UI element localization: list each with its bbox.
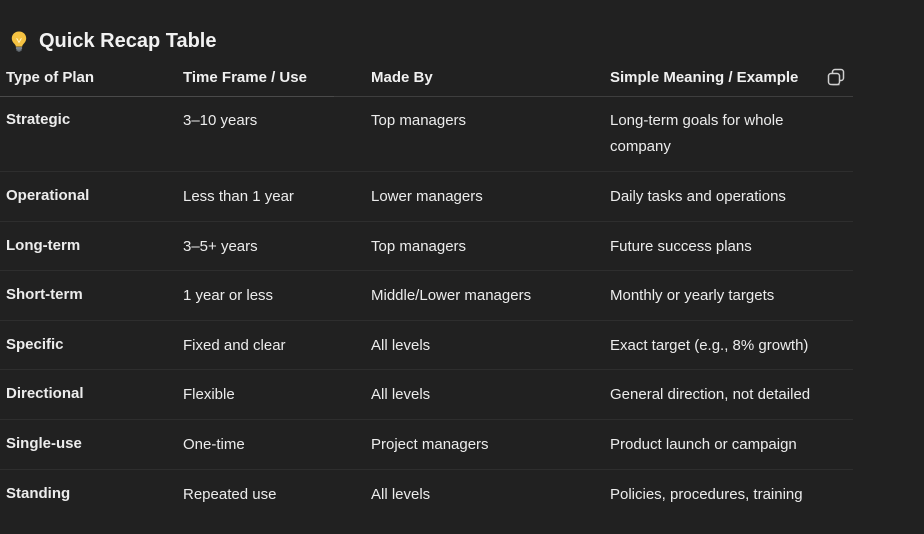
row-divider [0, 419, 853, 420]
cell-time-frame: Repeated use [183, 486, 277, 503]
header-divider-left [0, 96, 334, 97]
cell-meaning: Daily tasks and operations [610, 188, 786, 205]
row-divider [0, 171, 853, 172]
cell-meaning: Exact target (e.g., 8% growth) [610, 337, 809, 354]
column-header-made-by: Made By [371, 69, 433, 86]
table-row: Directional Flexible All levels General dir… [0, 370, 860, 420]
cell-meaning: Long-term goals for whole company [610, 112, 784, 155]
copy-icon[interactable] [826, 67, 846, 87]
column-header-meaning: Simple Meaning / Example [610, 69, 799, 86]
column-header-type: Type of Plan [6, 69, 95, 86]
table-body: Strategic 3–10 years Top managers Long-term… [0, 96, 860, 520]
table-row: Operational Less than 1 year Lower manager… [0, 172, 860, 222]
cell-type: Operational [6, 187, 90, 204]
cell-time-frame: 3–5+ years [183, 238, 258, 255]
header-divider-right [334, 96, 853, 97]
cell-made-by: Top managers [371, 112, 467, 129]
table-row: Standing Repeated use All levels Policies, … [0, 470, 860, 520]
cell-made-by: Top managers [371, 238, 467, 255]
table-row: Long-term 3–5+ years Top managers Future su… [0, 222, 860, 271]
lightbulb-icon [11, 31, 27, 52]
cell-type: Standing [6, 485, 71, 502]
cell-time-frame: 1 year or less [183, 287, 274, 304]
cell-time-frame: Less than 1 year [183, 188, 294, 205]
cell-time-frame: Fixed and clear [183, 337, 286, 354]
cell-made-by: Lower managers [371, 188, 483, 205]
cell-type: Single-use [6, 435, 82, 452]
table-header: Type of Plan Time Frame / Use Made By Si… [0, 60, 860, 97]
table-row: Specific Fixed and clear All levels Exact t… [0, 321, 860, 370]
table-row: Single-use One-time Project managers Produc… [0, 420, 860, 470]
row-divider [0, 221, 853, 222]
column-header-time-frame: Time Frame / Use [183, 69, 307, 86]
cell-made-by: Middle/Lower managers [371, 287, 532, 304]
cell-meaning: Monthly or yearly targets [610, 287, 775, 304]
section-heading: Quick Recap Table [10, 28, 216, 54]
cell-made-by: All levels [371, 337, 431, 354]
cell-made-by: All levels [371, 486, 431, 503]
cell-time-frame: 3–10 years [183, 112, 258, 129]
cell-meaning: General direction, not detailed [610, 386, 811, 403]
row-divider [0, 270, 853, 271]
cell-time-frame: One-time [183, 436, 245, 453]
recap-table: Type of Plan Time Frame / Use Made By Si… [0, 60, 860, 520]
row-divider [0, 320, 853, 321]
cell-made-by: Project managers [371, 436, 489, 453]
row-divider [0, 469, 853, 470]
heading-title: Quick Recap Table [39, 29, 217, 52]
cell-type: Directional [6, 385, 84, 402]
cell-meaning: Policies, procedures, training [610, 486, 803, 503]
cell-time-frame: Flexible [183, 386, 235, 403]
cell-meaning: Product launch or campaign [610, 436, 797, 453]
table-row: Strategic 3–10 years Top managers Long-term… [0, 96, 860, 172]
cell-type: Specific [6, 336, 64, 353]
cell-made-by: All levels [371, 386, 431, 403]
cell-type: Strategic [6, 111, 71, 128]
cell-meaning: Future success plans [610, 238, 752, 255]
row-divider [0, 369, 853, 370]
cell-type: Short-term [6, 286, 83, 303]
table-row: Short-term 1 year or less Middle/Lower man… [0, 271, 860, 321]
cell-type: Long-term [6, 237, 81, 254]
